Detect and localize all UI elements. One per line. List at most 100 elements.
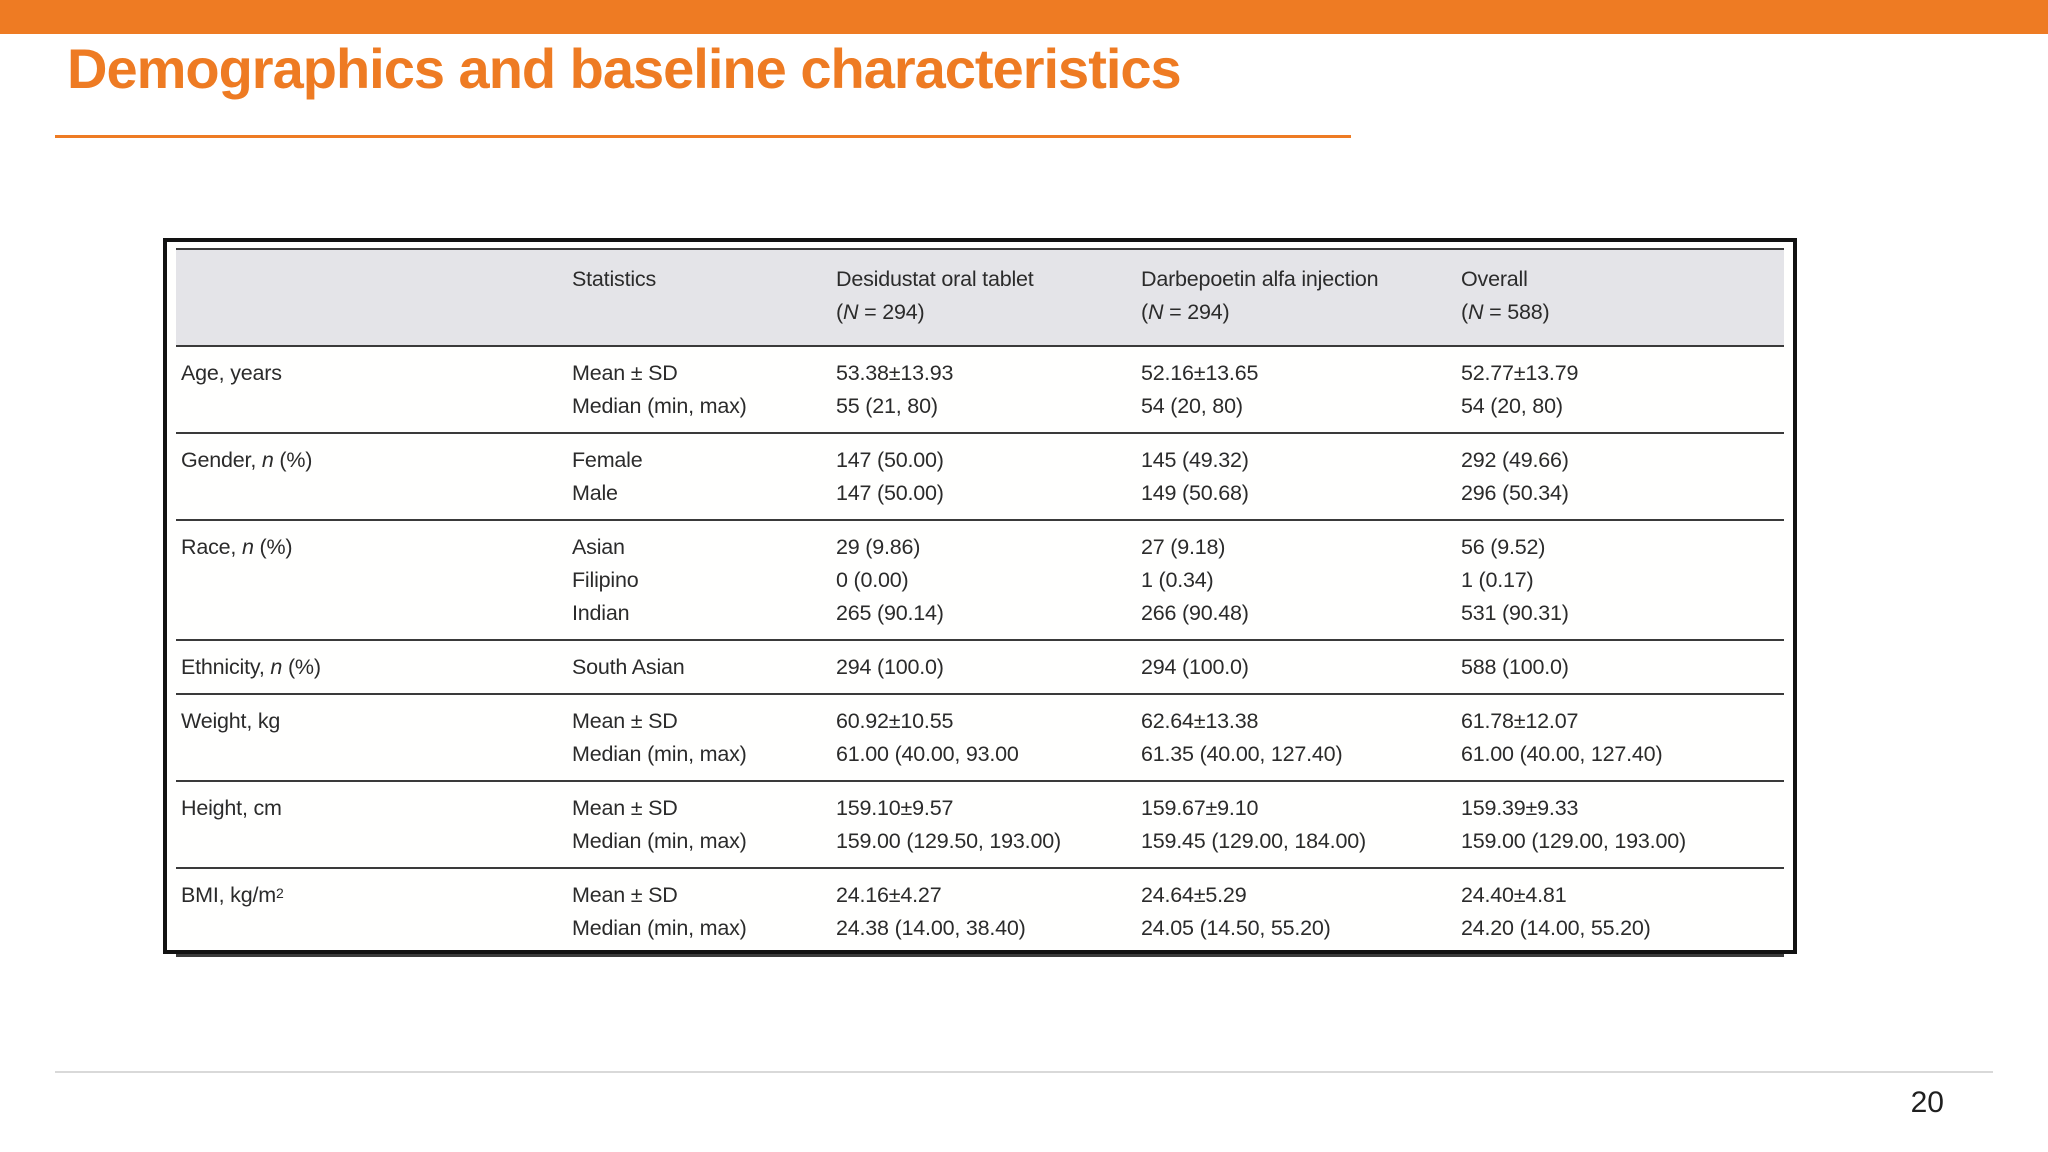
cell-line: 62.64±13.38 — [1141, 709, 1259, 733]
header-darbepoetin: Darbepoetin alfa injection (N = 294) — [1136, 263, 1456, 329]
row-label-text: Age, years — [181, 361, 282, 385]
title-underline — [55, 135, 1351, 138]
cell-c2: 62.64±13.38 61.35 (40.00, 127.40) — [1136, 705, 1456, 771]
cell-c2: 24.64±5.29 24.05 (14.50, 55.20) — [1136, 879, 1456, 945]
cell-c3: 588 (100.0) — [1456, 651, 1784, 684]
header-label: Darbepoetin alfa injection — [1141, 267, 1379, 291]
header-desidustat: Desidustat oral tablet (N = 294) — [831, 263, 1136, 329]
header-n-rest: = 294) — [1163, 300, 1230, 324]
top-accent-bar — [0, 0, 2048, 34]
cell-line: 61.00 (40.00, 93.00 — [836, 742, 1019, 766]
table-row: BMI, kg/m2 Mean ± SD Median (min, max) 24.1… — [176, 867, 1784, 954]
row-label-text: n — [270, 655, 283, 679]
cell-line: 292 (49.66) — [1461, 448, 1569, 472]
cell-c2: 159.67±9.10 159.45 (129.00, 184.00) — [1136, 792, 1456, 858]
cell-c3: 61.78±12.07 61.00 (40.00, 127.40) — [1456, 705, 1784, 771]
cell-line: 54 (20, 80) — [1461, 394, 1563, 418]
cell-c2: 145 (49.32) 149 (50.68) — [1136, 444, 1456, 510]
row-label-text: Race, — [181, 535, 242, 559]
cell-line: 159.10±9.57 — [836, 796, 954, 820]
cell-line: Median (min, max) — [572, 394, 747, 418]
cell-line: South Asian — [572, 655, 685, 679]
cell-stats: Asian Filipino Indian — [567, 531, 831, 630]
header-n-symbol: N — [842, 300, 859, 324]
cell-line: Mean ± SD — [572, 883, 678, 907]
header-n-rest: = 294) — [858, 300, 925, 324]
cell-c1: 53.38±13.93 55 (21, 80) — [831, 357, 1136, 423]
header-n-open: ( — [1141, 300, 1148, 324]
cell-c3: 159.39±9.33 159.00 (129.00, 193.00) — [1456, 792, 1784, 858]
cell-line: 29 (9.86) — [836, 535, 921, 559]
cell-c1: 29 (9.86) 0 (0.00) 265 (90.14) — [831, 531, 1136, 630]
cell-line: 24.20 (14.00, 55.20) — [1461, 916, 1651, 940]
cell-line: 147 (50.00) — [836, 448, 944, 472]
row-label-text: Gender, — [181, 448, 262, 472]
cell-line: 531 (90.31) — [1461, 601, 1569, 625]
row-label-text: Weight, kg — [181, 709, 281, 733]
table-inner: Statistics Desidustat oral tablet (N = 2… — [176, 248, 1784, 957]
cell-stats: Female Male — [567, 444, 831, 510]
cell-line: 53.38±13.93 — [836, 361, 954, 385]
cell-line: 54 (20, 80) — [1141, 394, 1243, 418]
row-label: Weight, kg — [176, 705, 567, 771]
row-label: Gender, n (%) — [176, 444, 567, 510]
table-row: Ethnicity, n (%) South Asian 294 (100.0) 29… — [176, 639, 1784, 693]
header-n-rest: = 588) — [1483, 300, 1550, 324]
cell-c1: 147 (50.00) 147 (50.00) — [831, 444, 1136, 510]
row-label-text: n — [261, 448, 274, 472]
table-body: Age, years Mean ± SD Median (min, max) 53.3… — [176, 347, 1784, 954]
cell-c2: 27 (9.18) 1 (0.34) 266 (90.48) — [1136, 531, 1456, 630]
table-row: Gender, n (%) Female Male 147 (50.00) 147 (5… — [176, 432, 1784, 519]
cell-c3: 292 (49.66) 296 (50.34) — [1456, 444, 1784, 510]
row-label-line: Race, n (%) — [181, 531, 555, 564]
cell-line: 588 (100.0) — [1461, 655, 1569, 679]
row-label: Age, years — [176, 357, 567, 423]
cell-line: Median (min, max) — [572, 742, 747, 766]
row-label-text: (%) — [273, 448, 313, 472]
row-label-text: Height, cm — [181, 796, 282, 820]
cell-stats: Mean ± SD Median (min, max) — [567, 879, 831, 945]
cell-c3: 52.77±13.79 54 (20, 80) — [1456, 357, 1784, 423]
cell-line: Male — [572, 481, 618, 505]
cell-c3: 56 (9.52) 1 (0.17) 531 (90.31) — [1456, 531, 1784, 630]
cell-line: 24.05 (14.50, 55.20) — [1141, 916, 1331, 940]
cell-line: 24.64±5.29 — [1141, 883, 1247, 907]
demographics-table: Statistics Desidustat oral tablet (N = 2… — [163, 238, 1797, 957]
cell-stats: South Asian — [567, 651, 831, 684]
footer-divider — [55, 1071, 1993, 1073]
cell-line: Indian — [572, 601, 630, 625]
row-label-text: (%) — [282, 655, 321, 679]
cell-c1: 159.10±9.57 159.00 (129.50, 193.00) — [831, 792, 1136, 858]
row-label-text: n — [241, 535, 254, 559]
cell-line: 24.40±4.81 — [1461, 883, 1567, 907]
cell-stats: Mean ± SD Median (min, max) — [567, 357, 831, 423]
row-label-line: Weight, kg — [181, 705, 555, 738]
cell-c3: 24.40±4.81 24.20 (14.00, 55.20) — [1456, 879, 1784, 945]
cell-line: 24.16±4.27 — [836, 883, 942, 907]
cell-line: 145 (49.32) — [1141, 448, 1249, 472]
cell-stats: Mean ± SD Median (min, max) — [567, 705, 831, 771]
cell-line: 56 (9.52) — [1461, 535, 1546, 559]
cell-line: 1 (0.17) — [1461, 568, 1534, 592]
cell-line: 52.16±13.65 — [1141, 361, 1259, 385]
cell-line: 0 (0.00) — [836, 568, 909, 592]
table-row: Weight, kg Mean ± SD Median (min, max) 60.9… — [176, 693, 1784, 780]
cell-line: 61.00 (40.00, 127.40) — [1461, 742, 1663, 766]
header-n-open: ( — [1461, 300, 1468, 324]
cell-line: 61.78±12.07 — [1461, 709, 1579, 733]
cell-line: 159.00 (129.00, 193.00) — [1461, 829, 1686, 853]
cell-line: 147 (50.00) — [836, 481, 944, 505]
row-label-text: (%) — [253, 535, 293, 559]
row-label: BMI, kg/m2 — [176, 879, 567, 945]
cell-line: 61.35 (40.00, 127.40) — [1141, 742, 1343, 766]
cell-line: Mean ± SD — [572, 361, 678, 385]
cell-line: 296 (50.34) — [1461, 481, 1569, 505]
cell-line: Median (min, max) — [572, 916, 747, 940]
header-label: Overall — [1461, 267, 1528, 291]
row-label-line: Height, cm — [181, 792, 555, 825]
cell-line: 60.92±10.55 — [836, 709, 954, 733]
cell-line: 265 (90.14) — [836, 601, 944, 625]
cell-line: Median (min, max) — [572, 829, 747, 853]
table-row: Age, years Mean ± SD Median (min, max) 53.3… — [176, 347, 1784, 432]
table-header-row: Statistics Desidustat oral tablet (N = 2… — [176, 250, 1784, 347]
